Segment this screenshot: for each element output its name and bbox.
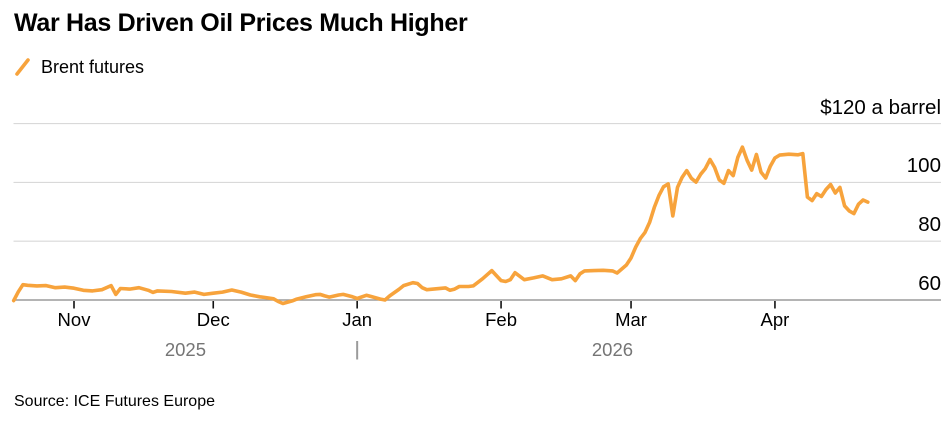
- y-tick-label: 60: [918, 272, 941, 295]
- source-text: Source: ICE Futures Europe: [14, 393, 215, 410]
- month-label: Apr: [760, 309, 790, 330]
- price-line: [11, 145, 870, 306]
- y-tick-label: 100: [906, 154, 941, 178]
- page-title: War Has Driven Oil Prices Much Higher: [14, 9, 468, 37]
- month-label: Mar: [615, 309, 647, 330]
- month-label: Nov: [57, 309, 91, 330]
- brent-slash-icon: [15, 58, 30, 76]
- legend-label: Brent futures: [41, 57, 145, 77]
- year-label: 2026: [591, 339, 634, 360]
- month-label: Dec: [196, 309, 230, 330]
- year-label: 2025: [164, 339, 206, 360]
- month-label: Feb: [485, 309, 517, 330]
- y-tick-label: 80: [918, 213, 941, 237]
- legend: Brent futures: [12, 54, 144, 80]
- unit-label: $120 a barrel: [820, 95, 941, 119]
- month-label: Jan: [342, 309, 373, 330]
